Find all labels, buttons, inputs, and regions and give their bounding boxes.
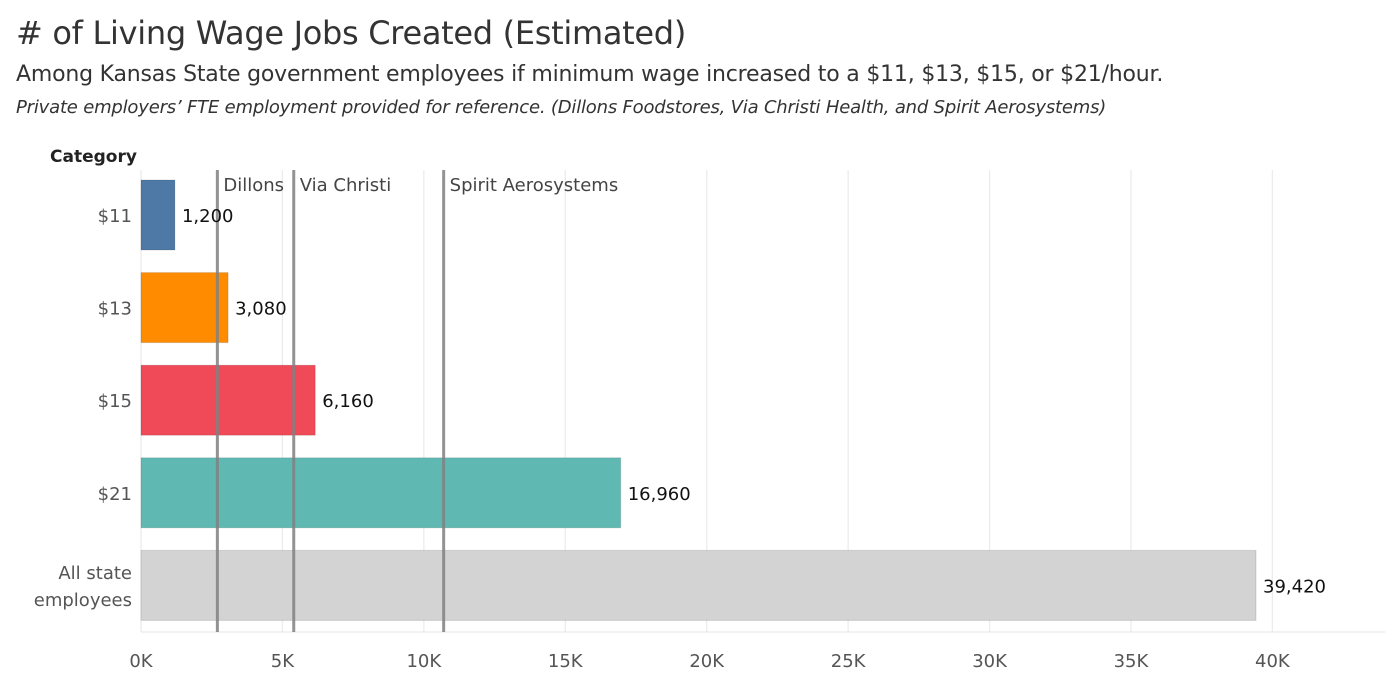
category-label: $13: [98, 299, 132, 320]
bar: [140, 549, 1257, 621]
bar: [140, 457, 622, 529]
x-tick-label: 20K: [689, 651, 725, 672]
x-tick-label: 5K: [271, 651, 295, 672]
category-label: $21: [98, 484, 132, 505]
reference-line-label: Dillons: [223, 175, 284, 196]
x-tick-label: 25K: [831, 651, 867, 672]
x-tick-label: 35K: [1114, 651, 1150, 672]
category-label: $15: [98, 391, 132, 412]
bar-value-label: 3,080: [235, 299, 287, 320]
category-header: Category: [50, 147, 137, 167]
category-label: All state employees: [34, 563, 132, 611]
x-tick-label: 30K: [972, 651, 1008, 672]
category-label: $11: [98, 206, 132, 227]
bar-value-label: 6,160: [322, 391, 374, 412]
bar-value-label: 16,960: [628, 484, 691, 505]
bar-value-label: 39,420: [1263, 576, 1326, 597]
bar: [140, 179, 176, 251]
bar: [140, 364, 316, 436]
x-tick-label: 40K: [1255, 651, 1291, 672]
x-tick-label: 10K: [406, 651, 442, 672]
chart-subtitle: Among Kansas State government employees …: [16, 62, 1164, 87]
reference-line-label: Spirit Aerosystems: [450, 175, 619, 196]
chart-note: Private employers’ FTE employment provid…: [16, 97, 1107, 118]
bar: [140, 272, 229, 344]
x-tick-label: 0K: [129, 651, 153, 672]
bar-value-label: 1,200: [182, 206, 234, 227]
x-tick-label: 15K: [548, 651, 584, 672]
chart-title: # of Living Wage Jobs Created (Estimated…: [16, 14, 686, 52]
reference-line-label: Via Christi: [300, 175, 392, 196]
